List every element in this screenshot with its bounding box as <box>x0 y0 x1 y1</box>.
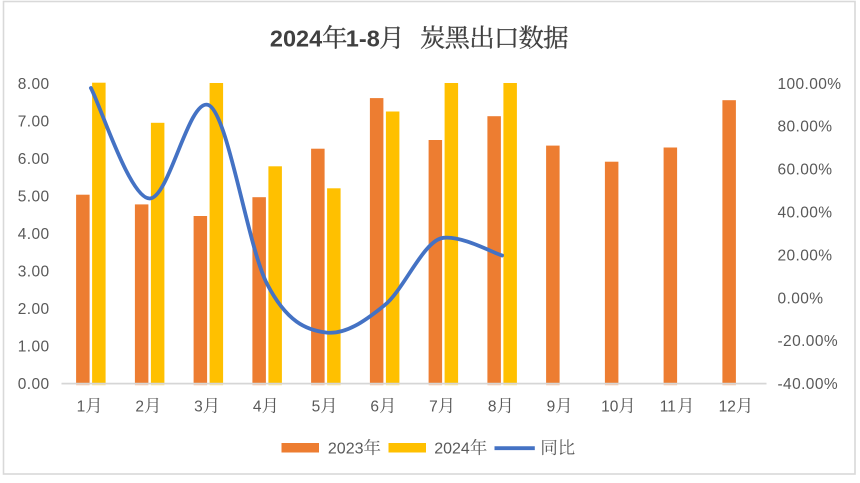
svg-text:7: 7 <box>429 399 438 416</box>
svg-text:40.00%: 40.00% <box>778 205 833 222</box>
svg-text:0.00%: 0.00% <box>778 290 824 307</box>
svg-text:4.00: 4.00 <box>18 226 50 243</box>
svg-text:2024: 2024 <box>434 441 470 458</box>
svg-text:100.00%: 100.00% <box>778 76 842 93</box>
svg-text:9: 9 <box>547 399 556 416</box>
svg-text:7.00: 7.00 <box>18 113 50 130</box>
svg-text:8: 8 <box>488 399 497 416</box>
svg-text:12: 12 <box>719 399 736 416</box>
svg-text:60.00%: 60.00% <box>778 162 833 179</box>
svg-text:1: 1 <box>77 399 86 416</box>
svg-text:10: 10 <box>601 399 619 416</box>
svg-text:3: 3 <box>194 399 203 416</box>
svg-text:80.00%: 80.00% <box>778 119 833 136</box>
svg-text:6.00: 6.00 <box>18 151 50 168</box>
svg-text:1-8: 1-8 <box>346 25 380 51</box>
svg-text:5: 5 <box>312 399 321 416</box>
svg-text:-40.00%: -40.00% <box>778 376 839 393</box>
svg-text:2: 2 <box>135 399 144 416</box>
svg-text:11: 11 <box>660 399 676 416</box>
svg-text:8.00: 8.00 <box>18 76 50 93</box>
svg-text:5.00: 5.00 <box>18 188 50 205</box>
svg-text:2023: 2023 <box>328 441 364 458</box>
svg-text:1.00: 1.00 <box>18 338 50 355</box>
svg-text:2.00: 2.00 <box>18 301 50 318</box>
svg-text:2024: 2024 <box>270 25 322 51</box>
svg-text:20.00%: 20.00% <box>778 247 833 264</box>
svg-text:3.00: 3.00 <box>18 263 50 280</box>
svg-text:6: 6 <box>370 399 379 416</box>
svg-text:4: 4 <box>253 399 262 416</box>
svg-text:-20.00%: -20.00% <box>778 333 839 350</box>
svg-text:0.00: 0.00 <box>18 376 50 393</box>
